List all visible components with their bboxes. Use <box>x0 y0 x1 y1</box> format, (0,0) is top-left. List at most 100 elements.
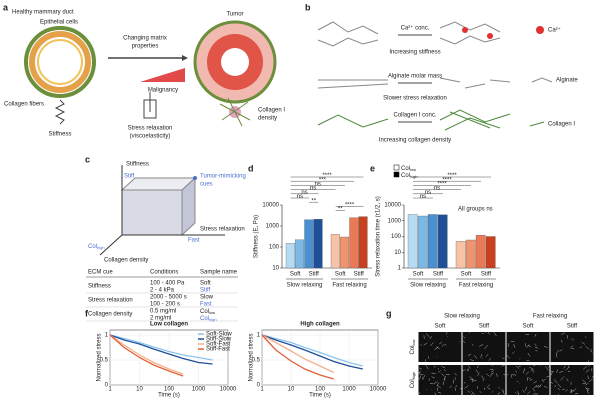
stress-curve <box>261 334 363 367</box>
label: Stiffness <box>126 162 149 168</box>
label: Tumor-mimicking <box>200 174 246 180</box>
x-tick-label: 1000 <box>192 387 206 393</box>
x-tick-label: Soft <box>461 272 472 278</box>
group-label: Fast relaxing <box>459 283 493 289</box>
malignancy-wedge <box>140 68 185 82</box>
y-axis-label: Normalized stress <box>249 333 255 381</box>
label-sub: low <box>209 310 215 315</box>
cube-face <box>121 189 183 236</box>
column-label: Soft <box>523 324 534 330</box>
group-label: Fast relaxing <box>533 314 567 320</box>
y-tick-label: 100 <box>391 234 402 240</box>
bar <box>340 236 350 269</box>
y-axis-label: Stress relaxation time (τ1/2, s) <box>376 196 382 276</box>
sig-label: **** <box>442 177 452 183</box>
panel-b-art <box>317 21 553 131</box>
x-tick-label: 100 <box>164 387 175 393</box>
label: cues <box>200 182 213 188</box>
sig-label: **** <box>345 202 355 208</box>
label: Healthy mammary duct <box>12 10 74 16</box>
legend-swatch <box>393 171 400 178</box>
panel-label: g <box>386 308 392 318</box>
label: Alginate molar mass <box>388 74 442 80</box>
y-tick-label: 1000 <box>388 218 402 224</box>
cue-dot <box>193 176 197 180</box>
tumor-lumen <box>221 48 249 76</box>
label: Stress relaxation <box>200 227 245 233</box>
x-tick-label: 100 <box>315 387 326 393</box>
label: Fast <box>188 238 200 244</box>
x-tick-label: Soft <box>413 272 424 278</box>
table-cell: 2000 - 5000 s <box>150 295 187 301</box>
sig-label: ns <box>301 190 307 196</box>
label: Stiffness <box>49 132 72 138</box>
y-tick-label: 0 <box>105 383 109 389</box>
fiber-texture <box>506 333 548 365</box>
gel-short <box>439 77 511 89</box>
legend-label: Stiff-Slow <box>206 337 232 343</box>
label-sub: high <box>97 245 105 250</box>
panel-a-art <box>24 20 277 127</box>
label: Malignancy <box>148 88 178 94</box>
label-sub: high <box>411 372 416 380</box>
table-cell: Collagen density <box>88 312 132 318</box>
legend-label: Soft-Fast <box>206 342 231 348</box>
label: Tumor <box>226 12 243 18</box>
label-main: Col <box>200 316 209 322</box>
legend-label: Stiff-Fast <box>206 347 230 353</box>
arrow-head <box>182 55 188 61</box>
label: Colhigh <box>410 372 416 389</box>
y-tick-label: 10000 <box>262 203 279 209</box>
table-cell: Fast <box>200 302 212 308</box>
table-cell: Soft <box>200 281 211 287</box>
fiber-texture <box>462 362 507 396</box>
bar <box>417 215 428 269</box>
table-cell: Stiffness <box>88 284 111 290</box>
group-label: Slow relaxing <box>287 283 323 289</box>
y-tick-label: 10000 <box>384 203 401 209</box>
chart-title: High collagen <box>300 322 340 328</box>
x-tick-label: 1000 <box>342 387 356 393</box>
micrograph <box>506 332 550 362</box>
panel-label: d <box>248 163 254 173</box>
group-label: Slow relaxing <box>410 283 446 289</box>
label-main: Col <box>410 346 416 355</box>
table-cell: 0.5 mg/ml <box>150 309 176 315</box>
label: Increasing stiffness <box>389 50 440 56</box>
y-tick-label: 1000 <box>266 224 280 230</box>
x-tick-label: Soft <box>335 272 346 278</box>
fiber-texture <box>462 329 505 361</box>
bar <box>475 235 486 269</box>
table-cell: 100 - 200 s <box>150 302 180 308</box>
y-tick-label: 0.5 <box>100 358 109 364</box>
bar <box>437 214 448 269</box>
stress-curve <box>261 334 334 380</box>
collagen-legend-mark <box>529 121 545 127</box>
x-tick-label: Stiff <box>354 272 365 278</box>
column-label: Soft <box>435 324 446 330</box>
label: Ca²⁺ conc. <box>401 25 430 32</box>
sig-label: ns <box>315 181 321 187</box>
spring-icon <box>54 99 66 125</box>
ca-ion <box>487 33 493 39</box>
bar <box>304 219 314 269</box>
sig-label: ns <box>425 190 431 196</box>
y-axis-label: Stiffness (E, Pa) <box>254 215 260 258</box>
legend-label: Collagen I <box>548 122 575 128</box>
bar <box>313 219 323 269</box>
bar <box>465 239 476 269</box>
sig-label: ns <box>297 194 303 200</box>
y-tick-label: 1 <box>105 333 109 339</box>
label: Collow <box>200 309 215 315</box>
fiber-texture <box>416 364 464 397</box>
label: Colhigh <box>88 244 105 250</box>
x-axis-label: Time (s) <box>309 393 331 399</box>
x-axis-label: Time (s) <box>158 393 180 399</box>
table-cell: 2 mg/ml <box>150 316 171 322</box>
label-main: Col <box>200 309 209 315</box>
table-header: Sample name <box>200 270 238 276</box>
table-cell: Stiff <box>200 288 211 294</box>
table-cell: Slow <box>200 295 214 301</box>
table-header: Conditions <box>150 270 178 276</box>
table-cell: 100 - 400 Pa <box>150 281 185 287</box>
